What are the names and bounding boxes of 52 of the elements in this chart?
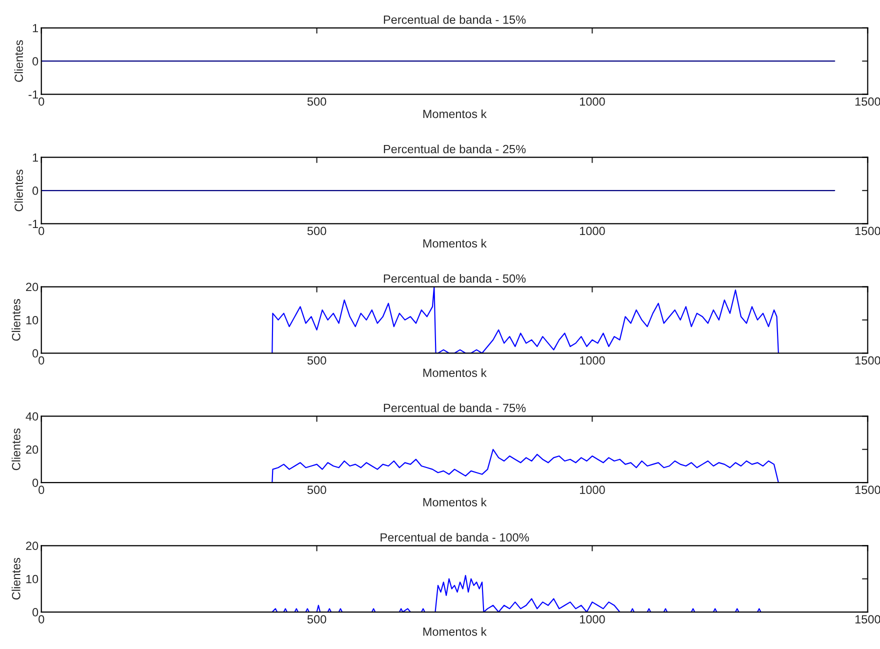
y-tick-label: 10 (26, 316, 38, 324)
x-tick-label: 500 (307, 226, 326, 236)
y-tick-label: -1 (28, 220, 38, 228)
x-tick-label: 0 (38, 97, 44, 106)
y-tick-label: 0 (32, 349, 38, 358)
y-axis-title: Clientes (12, 558, 20, 600)
x-tick-label: 1500 (855, 97, 880, 106)
chart-title: Percentual de banda - 25% (384, 144, 526, 154)
y-tick-label: -1 (28, 90, 38, 99)
y-axis-title: Clientes (12, 299, 20, 341)
x-axis-title: Momentos k (423, 627, 487, 636)
chart-title: Percentual de banda - 75% (384, 403, 526, 412)
x-tick-label: 1000 (580, 486, 605, 494)
x-tick-label: 1500 (855, 615, 880, 624)
y-tick-label: 0 (32, 57, 38, 66)
y-tick-label: 20 (26, 445, 38, 454)
chart-title: Percentual de banda - 100% (380, 532, 529, 542)
x-tick-label: 500 (307, 615, 326, 624)
y-tick-label: 1 (32, 153, 38, 162)
line-series (272, 286, 779, 354)
x-tick-label: 1000 (580, 226, 605, 236)
x-axis-title: Momentos k (423, 368, 487, 377)
x-tick-label: 1500 (855, 226, 880, 236)
y-tick-label: 10 (26, 574, 38, 584)
y-tick-label: 0 (32, 186, 38, 195)
x-tick-label: 0 (38, 356, 44, 365)
x-axis-title: Momentos k (423, 238, 487, 248)
y-tick-label: 0 (32, 608, 38, 616)
y-tick-label: 0 (32, 478, 38, 487)
x-axis-title: Momentos k (423, 109, 487, 118)
x-tick-label: 0 (38, 226, 44, 236)
y-tick-label: 40 (26, 412, 38, 421)
x-tick-label: 0 (38, 486, 44, 494)
y-axis-title: Clientes (14, 40, 23, 82)
chart-title: Percentual de banda - 50% (384, 274, 526, 283)
y-tick-label: 1 (32, 24, 38, 32)
x-tick-label: 1500 (855, 486, 880, 494)
x-tick-label: 1500 (855, 356, 880, 365)
y-axis-title: Clientes (14, 170, 23, 212)
x-tick-label: 1000 (580, 615, 605, 624)
x-tick-label: 500 (307, 356, 326, 365)
line-series (272, 448, 779, 483)
y-tick-label: 20 (26, 542, 38, 550)
x-tick-label: 500 (307, 486, 326, 494)
x-axis-title: Momentos k (423, 498, 487, 506)
x-tick-label: 1000 (580, 97, 605, 106)
y-axis-title: Clientes (12, 428, 20, 470)
x-tick-label: 0 (38, 615, 44, 624)
x-tick-label: 1000 (580, 356, 605, 365)
y-tick-label: 20 (26, 282, 38, 292)
chart-title: Percentual de banda - 15% (384, 15, 526, 24)
x-tick-label: 500 (307, 97, 326, 106)
